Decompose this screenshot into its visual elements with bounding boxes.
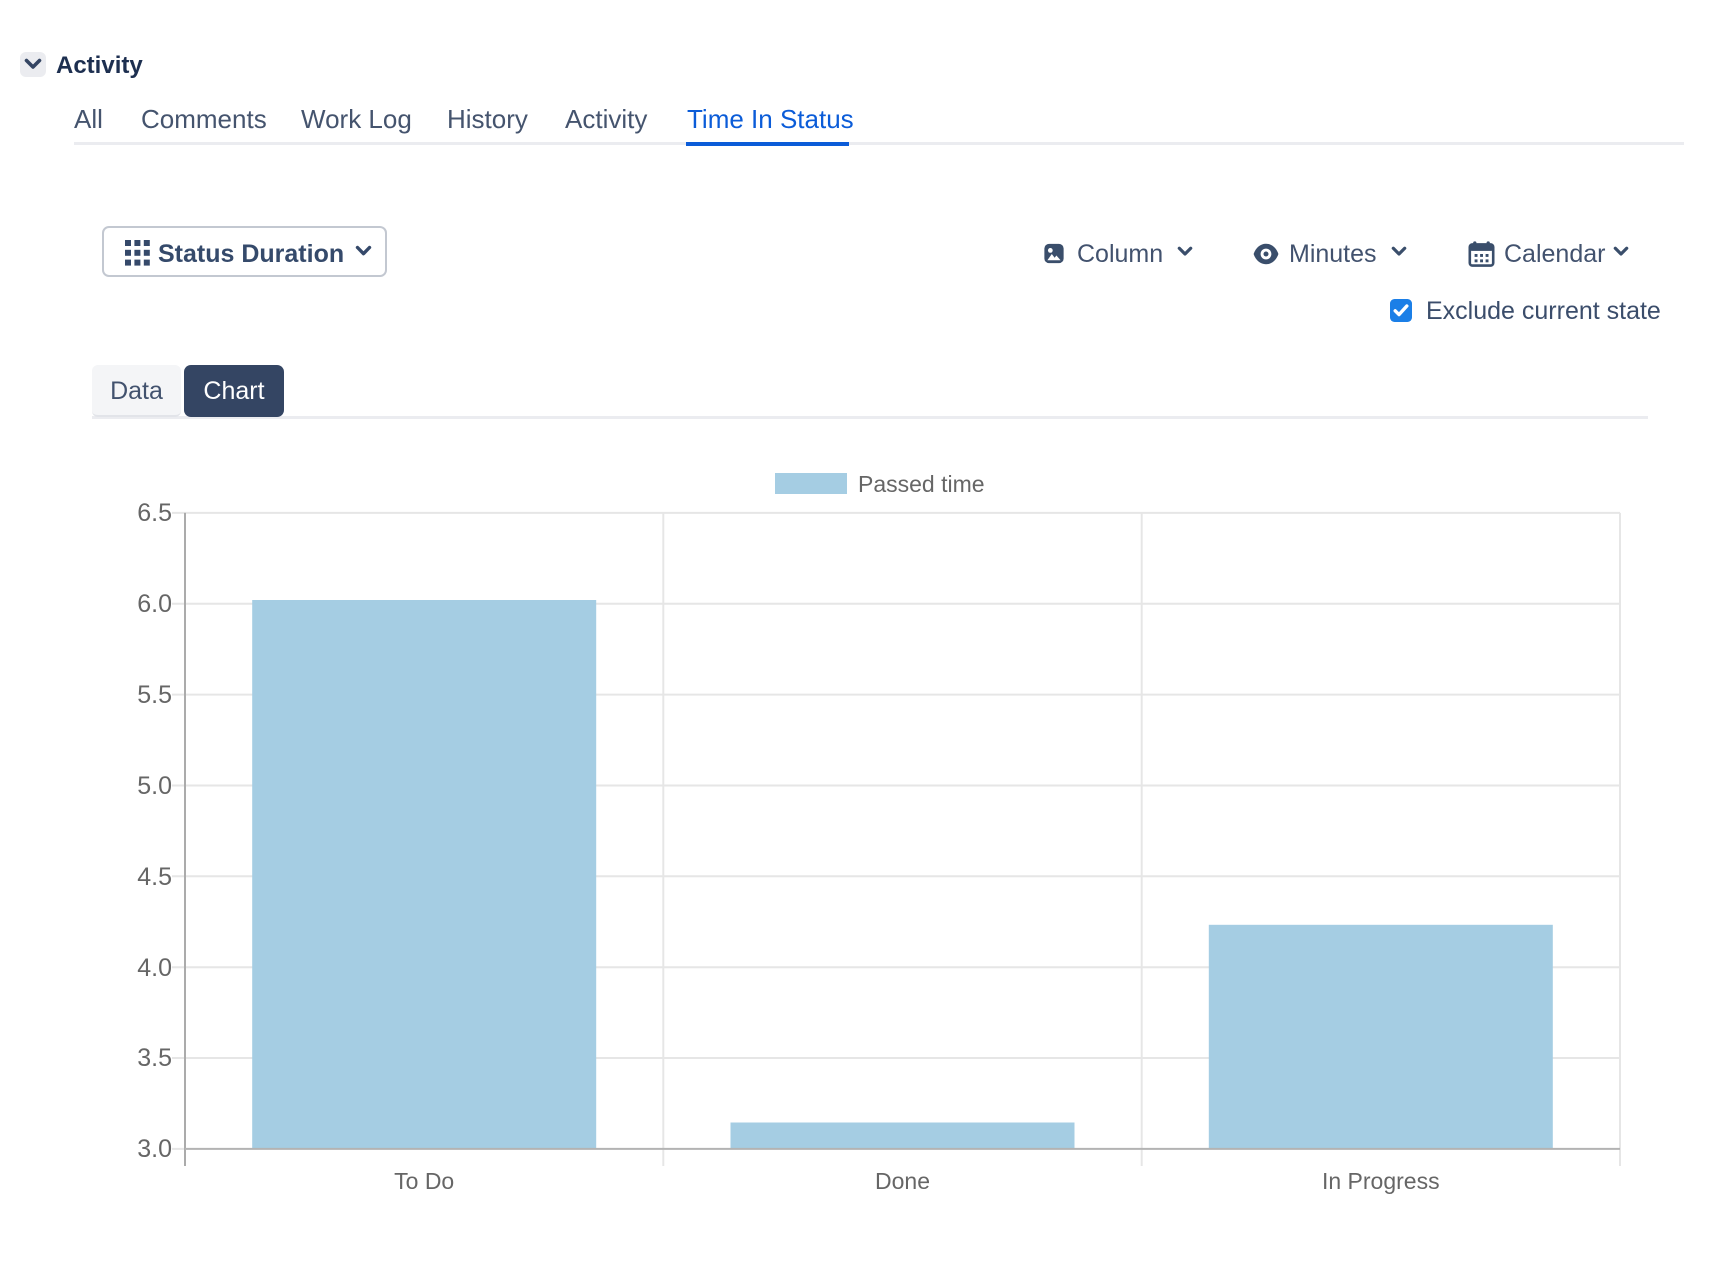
svg-text:6.5: 6.5 [137, 499, 172, 527]
svg-text:5.0: 5.0 [137, 772, 172, 800]
svg-text:6.0: 6.0 [137, 590, 172, 618]
svg-text:3.0: 3.0 [137, 1135, 172, 1163]
svg-text:4.0: 4.0 [137, 954, 172, 982]
svg-text:To Do: To Do [394, 1168, 454, 1194]
svg-text:Done: Done [875, 1168, 930, 1194]
svg-text:In Progress: In Progress [1322, 1168, 1440, 1194]
svg-text:5.5: 5.5 [137, 681, 172, 709]
svg-text:3.5: 3.5 [137, 1044, 172, 1072]
svg-text:Passed time: Passed time [858, 471, 985, 497]
svg-text:4.5: 4.5 [137, 863, 172, 891]
